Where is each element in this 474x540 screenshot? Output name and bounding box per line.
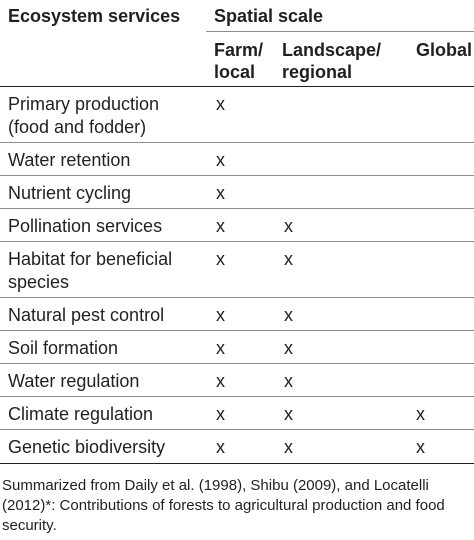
row-service-line1: Climate regulation	[8, 403, 153, 425]
row-landscape-mark: x	[284, 248, 293, 270]
row-service-line1: Pollination services	[8, 215, 162, 237]
row-divider	[0, 175, 474, 176]
row-divider	[0, 330, 474, 331]
header-ecosystem-services: Ecosystem services	[8, 5, 180, 27]
spatial-scale-underline	[206, 31, 474, 32]
header-farm-local-line2: local	[214, 61, 255, 83]
row-service-line1: Soil formation	[8, 337, 118, 359]
row-service-line1: Habitat for beneficial	[8, 248, 172, 270]
row-farm-mark: x	[216, 248, 225, 270]
row-farm-mark: x	[216, 337, 225, 359]
row-global-mark: x	[416, 403, 425, 425]
row-service-line1: Water retention	[8, 149, 130, 171]
row-divider	[0, 363, 474, 364]
row-service-line1: Natural pest control	[8, 304, 164, 326]
row-farm-mark: x	[216, 215, 225, 237]
row-landscape-mark: x	[284, 370, 293, 392]
row-landscape-mark: x	[284, 403, 293, 425]
row-service-line2: species	[8, 271, 69, 293]
row-landscape-mark: x	[284, 304, 293, 326]
row-farm-mark: x	[216, 436, 225, 458]
table-bottom-rule	[0, 463, 474, 464]
header-global: Global	[416, 39, 472, 61]
row-divider	[0, 208, 474, 209]
row-divider	[0, 241, 474, 242]
row-service-line1: Nutrient cycling	[8, 182, 131, 204]
row-farm-mark: x	[216, 182, 225, 204]
row-farm-mark: x	[216, 149, 225, 171]
row-service-line1: Genetic biodiversity	[8, 436, 165, 458]
header-bottom-rule	[0, 86, 474, 87]
row-global-mark: x	[416, 436, 425, 458]
row-divider	[0, 142, 474, 143]
row-service-line1: Primary production	[8, 93, 159, 115]
header-spatial-scale: Spatial scale	[214, 5, 323, 27]
header-farm-local-line1: Farm/	[214, 39, 263, 61]
row-landscape-mark: x	[284, 436, 293, 458]
row-landscape-mark: x	[284, 337, 293, 359]
row-divider	[0, 396, 474, 397]
row-landscape-mark: x	[284, 215, 293, 237]
row-farm-mark: x	[216, 93, 225, 115]
table-caption: Summarized from Daily et al. (1998), Shi…	[2, 476, 462, 536]
header-landscape-regional-line2: regional	[282, 61, 352, 83]
row-farm-mark: x	[216, 403, 225, 425]
row-service-line2: (food and fodder)	[8, 116, 146, 138]
row-service-line1: Water regulation	[8, 370, 139, 392]
row-farm-mark: x	[216, 304, 225, 326]
row-farm-mark: x	[216, 370, 225, 392]
row-divider	[0, 297, 474, 298]
header-landscape-regional-line1: Landscape/	[282, 39, 381, 61]
row-divider	[0, 429, 474, 430]
